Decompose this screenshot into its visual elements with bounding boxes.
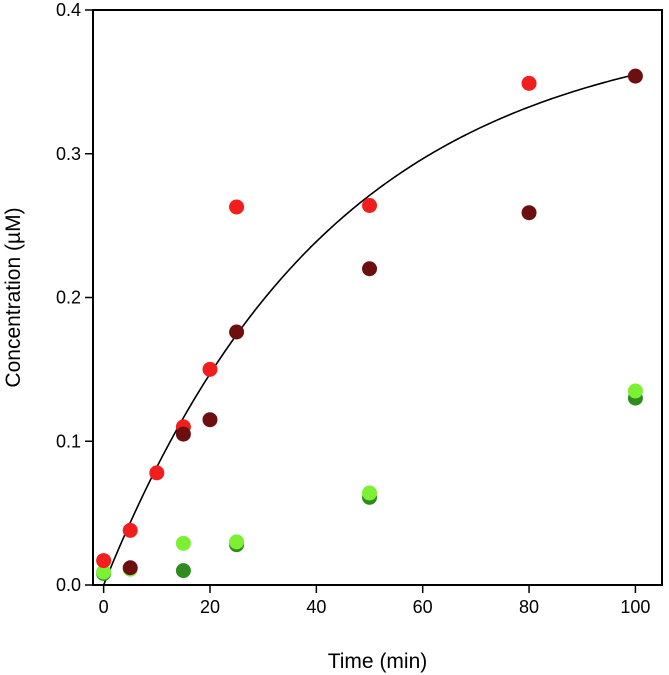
- x-tick-label: 40: [306, 597, 326, 617]
- data-point: [122, 522, 138, 538]
- data-point: [175, 535, 191, 551]
- data-point: [175, 563, 191, 579]
- data-point: [229, 534, 245, 550]
- data-point: [362, 198, 378, 213]
- data-point: [362, 261, 378, 277]
- y-axis-label: Concentration (µM): [2, 207, 25, 387]
- data-point: [122, 560, 138, 576]
- x-tick-label: 0: [99, 597, 109, 617]
- plot-area: [92, 9, 663, 586]
- data-point: [229, 199, 245, 215]
- fit-curve-layer: [102, 73, 636, 586]
- data-point: [202, 361, 218, 377]
- fit-curve: [102, 73, 636, 586]
- x-tick-label: 60: [413, 597, 433, 617]
- plot-frame: [92, 9, 663, 586]
- y-tick-label: 0.1: [56, 431, 81, 451]
- data-point: [96, 553, 112, 569]
- data-points-layer: [96, 68, 643, 581]
- data-point: [96, 564, 112, 580]
- y-tick-label: 0.4: [56, 0, 81, 20]
- x-tick-label: 100: [620, 597, 650, 617]
- x-tick-label: 80: [519, 597, 539, 617]
- data-point: [202, 412, 218, 428]
- data-point: [521, 205, 537, 221]
- y-tick-label: 0.0: [56, 575, 81, 595]
- data-point: [627, 383, 643, 399]
- y-tick-label: 0.3: [56, 144, 81, 164]
- data-point: [627, 68, 643, 84]
- y-tick-label: 0.2: [56, 288, 81, 308]
- x-axis-ticks: 0 20 40 60 80 100: [99, 585, 650, 617]
- x-axis-label: Time (min): [328, 650, 428, 673]
- data-point: [521, 75, 537, 91]
- data-point: [362, 485, 378, 501]
- data-point: [175, 426, 191, 442]
- y-axis-ticks: 0.0 0.1 0.2 0.3 0.4: [56, 0, 93, 595]
- data-point: [229, 324, 245, 340]
- data-point: [149, 465, 165, 481]
- x-tick-label: 20: [200, 597, 220, 617]
